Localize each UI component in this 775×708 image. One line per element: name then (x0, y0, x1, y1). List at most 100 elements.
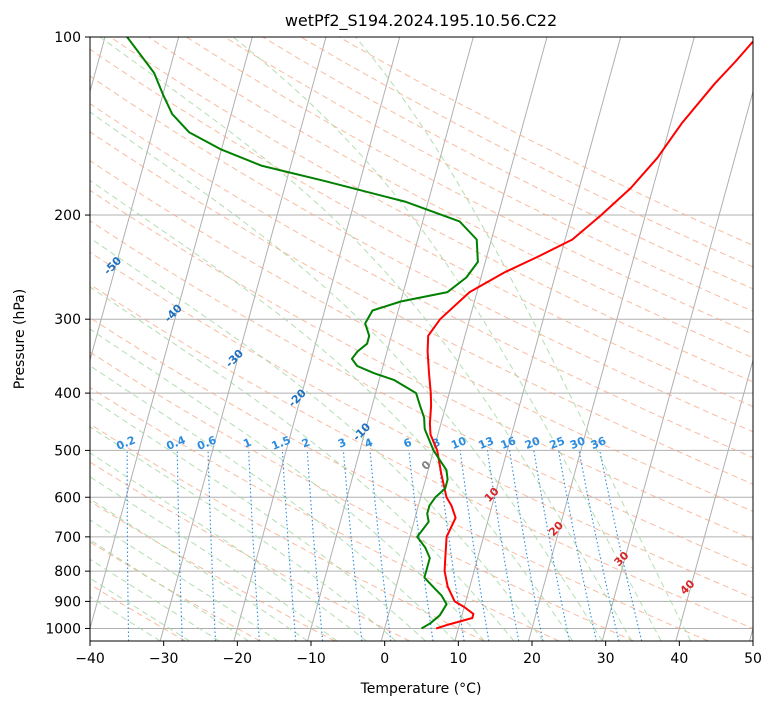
isotherm-line (675, 358, 753, 641)
moist-adiabat-line (99, 37, 633, 641)
moist-adiabat-line (90, 452, 367, 641)
moist-adiabat-labels: 0 10 20 30 40 (419, 458, 698, 597)
mixing-ratio-lines (126, 450, 643, 641)
dry-adiabat-line (90, 103, 753, 459)
dry-adiabat-line (90, 317, 709, 641)
y-tick-label: 200 (54, 208, 81, 224)
isotherm-label: -70 (0, 168, 1, 192)
dry-adiabat-line (90, 423, 485, 641)
mixing-ratio-line (408, 450, 434, 641)
x-tick-label: −40 (75, 651, 105, 667)
moist-adiabat-line (90, 498, 308, 641)
mixing-ratio-label: 3 (336, 436, 348, 451)
dry-adiabat-line (90, 351, 634, 641)
y-tick-label: 500 (54, 443, 81, 459)
mixing-ratio-line (599, 450, 643, 641)
moist-adiabat-label: 0 (419, 458, 434, 473)
mixing-ratio-label: 1 (241, 436, 253, 451)
y-axis: 100 200 300 400 500 600 700 800 900 1000 (45, 30, 90, 637)
plot-area: -100-90-80-70-60-50-40-30-20-10 0.10.20.… (0, 37, 753, 641)
x-tick-label: 40 (670, 651, 688, 667)
dry-adiabat-line (224, 37, 753, 312)
isotherm-label: -20 (286, 386, 309, 410)
moist-adiabat-line (90, 476, 338, 641)
moist-adiabat-label: 30 (612, 549, 632, 569)
moist-adiabat-line (90, 328, 485, 641)
dry-adiabat-line (90, 251, 753, 599)
moist-adiabat-line (90, 558, 220, 641)
y-tick-label: 800 (54, 564, 81, 580)
sounding-profiles (126, 37, 753, 630)
moist-adiabat-line (90, 397, 426, 641)
y-axis-label: Pressure (hPa) (12, 289, 28, 389)
x-tick-label: 20 (523, 651, 541, 667)
dry-adiabat-line (90, 461, 410, 641)
dry-adiabat-line (90, 160, 753, 512)
dewpoint-line (126, 37, 479, 630)
y-tick-label: 400 (54, 386, 81, 402)
x-tick-label: 0 (380, 651, 389, 667)
mixing-ratio-label: 10 (449, 434, 468, 452)
x-tick-label: −30 (149, 651, 179, 667)
dry-adiabat-line (90, 283, 753, 630)
dry-adiabat-line (90, 75, 753, 433)
temperature-line (426, 39, 753, 630)
mixing-ratio-line (486, 450, 520, 641)
mixing-ratio-line (248, 450, 260, 641)
mixing-ratio-label: 20 (523, 434, 542, 452)
mixing-ratio-label: 2 (300, 436, 312, 451)
mixing-ratio-line (369, 450, 392, 641)
y-tick-label: 100 (54, 30, 81, 46)
x-tick-label: 30 (597, 651, 615, 667)
dry-adiabat-line (90, 131, 753, 485)
mixing-ratio-label: 4 (363, 436, 375, 451)
moist-adiabat-line (90, 596, 161, 641)
mixing-ratio-labels: 0.1 0.2 0.4 0.6 1 1.5 2 3 4 6 8 10 13 16 20 25 30 36 (90, 433, 608, 453)
moist-adiabat-line (355, 37, 692, 641)
moist-adiabat-label: 10 (482, 485, 502, 505)
isotherm-line (454, 37, 622, 641)
moist-adiabat-line (90, 286, 515, 641)
dry-adiabat-line (90, 189, 753, 541)
isotherm-label: -40 (162, 301, 185, 325)
dry-adiabat-line (90, 583, 186, 641)
moist-adiabat-line (90, 111, 603, 641)
mixing-ratio-line (281, 450, 297, 641)
moist-adiabat-line (90, 519, 279, 641)
mixing-ratio-label: 13 (477, 434, 496, 452)
isotherm-line (380, 37, 548, 641)
isotherm-line (90, 37, 180, 362)
isotherm-label: -50 (101, 254, 124, 278)
dry-adiabat-line (90, 541, 261, 641)
dry-adiabat-line (186, 37, 753, 335)
moist-adiabat-line (90, 237, 544, 641)
y-tick-label: 1000 (45, 621, 81, 637)
isotherm-line (90, 37, 253, 631)
y-tick-label: 900 (54, 594, 81, 610)
mixing-ratio-label: 16 (499, 434, 518, 452)
mixing-ratio-line (459, 450, 490, 641)
isotherm-labels: -100-90-80-70-60-50-40-30-20-10 (0, 168, 373, 444)
x-tick-label: 10 (449, 651, 467, 667)
moist-adiabat-line (90, 577, 190, 641)
moist-adiabat-line (232, 37, 662, 641)
x-axis-label: Temperature (°C) (360, 681, 482, 697)
isotherm-label: -30 (223, 347, 246, 371)
moist-adiabat-label: 40 (677, 577, 697, 597)
dry-adiabat-line (262, 37, 753, 290)
moist-adiabat-line (90, 365, 456, 641)
mixing-ratio-line (578, 450, 620, 641)
moist-adiabat-lines (90, 37, 692, 641)
mixing-ratio-label: 25 (548, 434, 567, 452)
isotherm-line (528, 37, 695, 641)
y-tick-label: 700 (54, 530, 81, 546)
x-tick-label: −20 (223, 651, 253, 667)
moist-adiabat-line (90, 426, 397, 641)
mixing-ratio-label: 6 (402, 436, 414, 451)
moist-adiabat-label: 20 (546, 519, 566, 539)
mixing-ratio-line (126, 450, 130, 641)
dry-adiabat-lines (90, 37, 753, 641)
isotherm-line (601, 89, 753, 641)
mixing-ratio-label: 8 (430, 436, 442, 451)
